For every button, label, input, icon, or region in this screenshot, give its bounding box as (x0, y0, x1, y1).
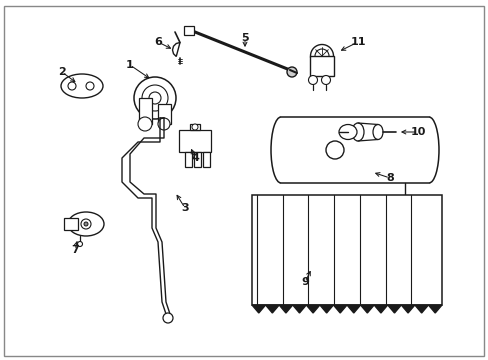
Bar (194, 152, 201, 167)
Polygon shape (265, 305, 279, 313)
Text: 9: 9 (301, 277, 308, 287)
Text: 8: 8 (386, 173, 393, 183)
Circle shape (86, 82, 94, 90)
Bar (64, 218, 78, 230)
Circle shape (81, 219, 91, 229)
Text: 7: 7 (71, 245, 79, 255)
Circle shape (149, 92, 161, 104)
Circle shape (286, 67, 296, 77)
Bar (309, 56, 333, 76)
Ellipse shape (61, 74, 103, 98)
Circle shape (158, 118, 170, 130)
Circle shape (192, 124, 198, 130)
Polygon shape (305, 305, 319, 313)
Circle shape (325, 141, 343, 159)
Text: 3: 3 (181, 203, 188, 213)
Ellipse shape (351, 123, 363, 141)
Text: 1: 1 (126, 60, 134, 70)
Polygon shape (387, 305, 401, 313)
Polygon shape (346, 305, 360, 313)
Circle shape (68, 82, 76, 90)
Bar (139, 98, 152, 124)
Bar (158, 104, 171, 124)
Ellipse shape (68, 212, 104, 236)
Circle shape (321, 76, 330, 85)
Polygon shape (373, 305, 387, 313)
Polygon shape (172, 42, 180, 57)
Bar (203, 152, 209, 167)
Polygon shape (251, 305, 265, 313)
Bar (184, 152, 192, 167)
Polygon shape (414, 305, 427, 313)
Text: 10: 10 (409, 127, 425, 137)
Circle shape (77, 242, 82, 247)
Text: 2: 2 (58, 67, 66, 77)
Text: 11: 11 (349, 37, 365, 47)
Circle shape (163, 313, 173, 323)
Circle shape (308, 76, 317, 85)
Circle shape (134, 77, 176, 119)
Polygon shape (401, 305, 414, 313)
Ellipse shape (338, 125, 356, 140)
Ellipse shape (372, 125, 382, 140)
Text: 4: 4 (191, 153, 199, 163)
Bar (251, 195, 441, 305)
Text: 5: 5 (241, 33, 248, 43)
Polygon shape (279, 305, 292, 313)
Bar (190, 124, 200, 130)
Polygon shape (319, 305, 333, 313)
Circle shape (314, 49, 328, 63)
Circle shape (138, 117, 152, 131)
Circle shape (84, 222, 88, 226)
Polygon shape (333, 305, 346, 313)
Circle shape (142, 85, 168, 111)
Polygon shape (427, 305, 441, 313)
Bar (179, 130, 210, 152)
Text: 6: 6 (154, 37, 162, 47)
Bar (183, 26, 194, 35)
Polygon shape (360, 305, 373, 313)
Polygon shape (292, 305, 305, 313)
Circle shape (310, 45, 333, 68)
